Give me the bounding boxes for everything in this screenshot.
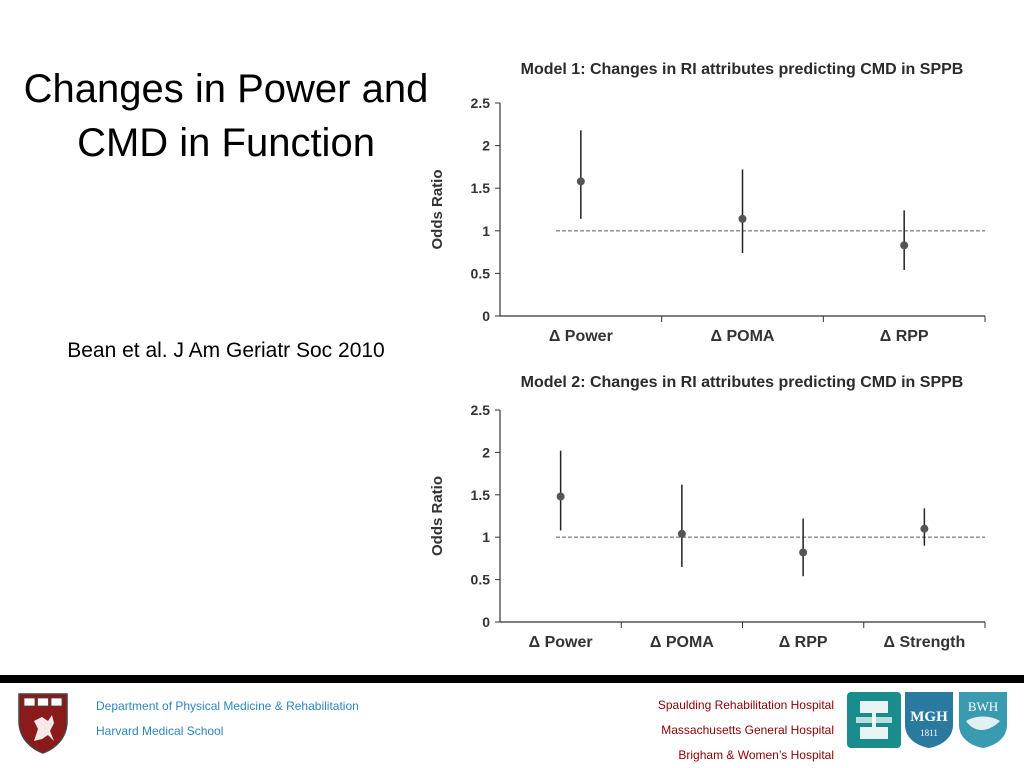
footer-mgh: Massachusetts General Hospital: [661, 723, 834, 737]
charts-canvas: 0 0.5 1 1.5 2 2.5 Odds Ratio Δ Power Δ POMA Δ RPP…: [429, 95, 986, 651]
footer-department: Department of Physical Medicine & Rehabi…: [96, 699, 359, 713]
data-point: [799, 548, 808, 557]
data-point: [576, 177, 585, 186]
mgh-logo-text: MGH: [910, 709, 948, 725]
y-axis-label: Odds Ratio: [429, 169, 446, 249]
chart-1-title: Model 1: Changes in RI attributes predic…: [520, 61, 964, 78]
y-tick-label: 2: [482, 138, 490, 154]
footer-school: Harvard Medical School: [96, 724, 224, 738]
data-point: [900, 241, 909, 250]
footer-spaulding: Spaulding Rehabilitation Hospital: [657, 698, 834, 712]
x-tick-label: Δ POMA: [711, 328, 775, 345]
y-tick-label: 0.5: [471, 572, 491, 588]
slide-title: Changes in Power and CMD in Function: [23, 67, 429, 165]
harvard-shield-logo: [16, 691, 70, 760]
y-tick-label: 0.5: [471, 265, 491, 281]
x-tick-label: Δ POMA: [650, 634, 714, 651]
y-tick-label: 1.5: [471, 487, 491, 503]
x-tick-label: Δ Strength: [884, 634, 966, 651]
x-tick-label: Δ Power: [529, 634, 593, 651]
y-tick-label: 0: [482, 614, 490, 630]
y-tick-label: 1: [482, 223, 490, 239]
data-point: [738, 214, 747, 223]
y-tick-label: 1.5: [471, 180, 491, 196]
bwh-logo: BWH: [958, 691, 1008, 754]
bwh-logo-text: BWH: [968, 699, 998, 714]
footer: Department of Physical Medicine & Rehabi…: [0, 683, 1024, 768]
x-tick-label: Δ Power: [549, 328, 613, 345]
y-tick-label: 2: [482, 444, 490, 460]
y-axis-label: Odds Ratio: [429, 476, 446, 556]
spaulding-logo: [846, 691, 902, 754]
data-point: [920, 524, 929, 533]
chart-2-title: Model 2: Changes in RI attributes predic…: [520, 374, 964, 391]
footer-bar: [0, 675, 1024, 683]
y-tick-label: 1: [482, 529, 490, 545]
mgh-logo-year: 1811: [920, 728, 938, 738]
y-tick-label: 2.5: [471, 95, 491, 111]
data-point: [677, 529, 686, 538]
x-tick-label: Δ RPP: [880, 328, 929, 345]
x-tick-label: Δ RPP: [779, 634, 828, 651]
y-tick-label: 0: [482, 308, 490, 324]
citation: Bean et al. J Am Geriatr Soc 2010: [67, 339, 385, 362]
chart-1: 0 0.5 1 1.5 2 2.5 Odds Ratio Δ Power Δ POMA Δ RPP: [429, 95, 986, 345]
y-tick-label: 2.5: [471, 402, 491, 418]
chart-2: 0 0.5 1 1.5 2 2.5 Odds Ratio Δ Power Δ POMA Δ RPP…: [429, 402, 986, 651]
footer-bwh: Brigham & Women’s Hospital: [678, 748, 834, 762]
data-point: [556, 492, 565, 501]
mgh-logo: MGH 1811: [904, 691, 954, 754]
